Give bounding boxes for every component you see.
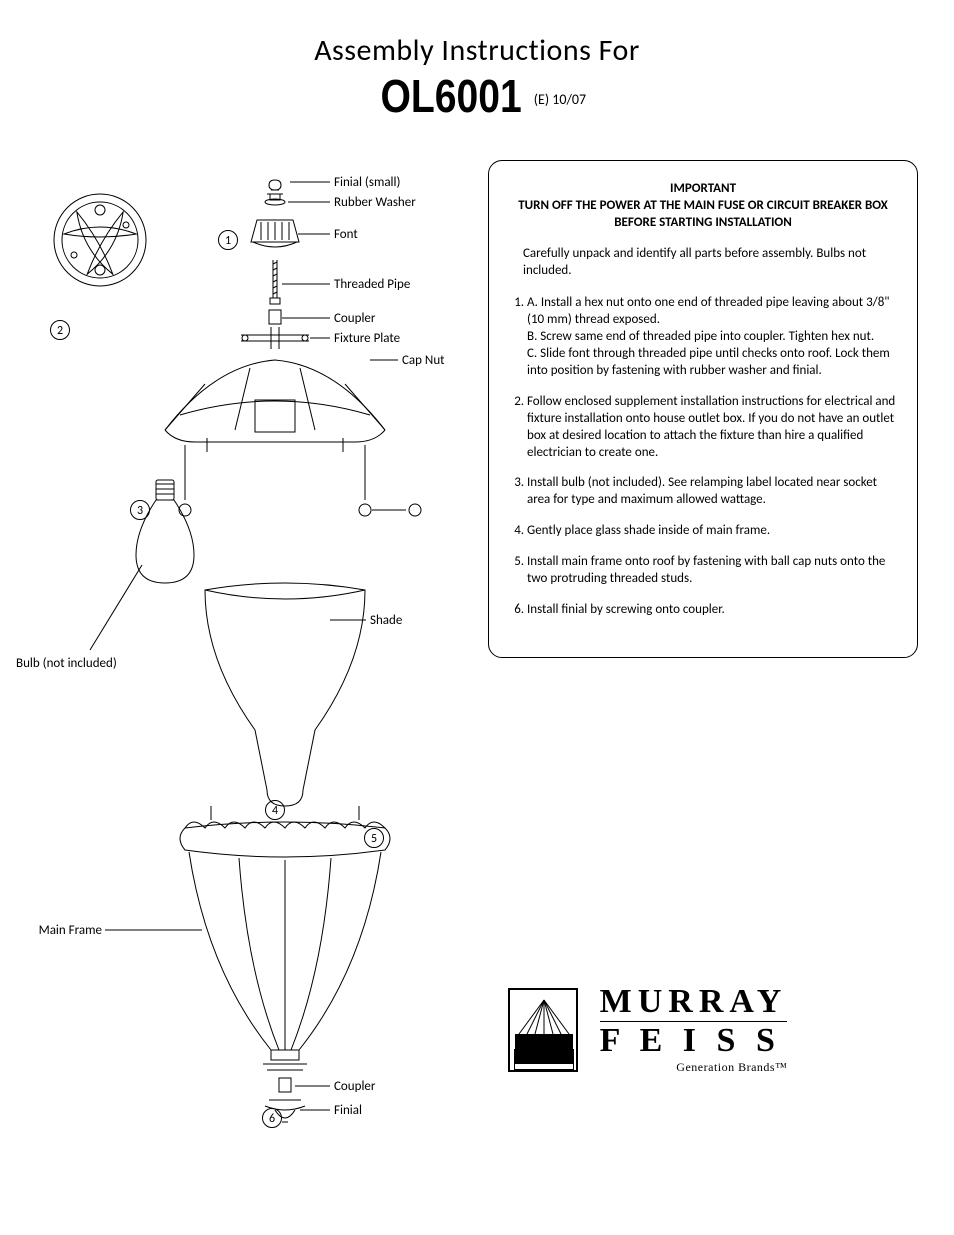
step-5: Install main frame onto roof by fastenin… (527, 554, 897, 588)
label-font: Font (334, 227, 358, 242)
step-6: Install finial by screwing onto coupler. (527, 602, 897, 619)
label-threaded-pipe: Threaded Pipe (334, 277, 410, 292)
header: Assembly Instructions For OL6001 (E) 10/… (0, 0, 954, 123)
diagram-column: 1 2 3 4 5 6 Finial (small) Rubber Washer… (30, 160, 460, 1160)
warn-text: TURN OFF THE POWER AT THE MAIN FUSE OR C… (509, 198, 897, 232)
logo-wordmark: MURRAY F E I S S Generation Brands™ (600, 985, 788, 1075)
pretitle: Assembly Instructions For (0, 32, 954, 69)
logo-tagline: Generation Brands™ (600, 1060, 788, 1075)
intro-text: Carefully unpack and identify all parts … (523, 246, 897, 280)
logo-line1: MURRAY (600, 985, 788, 1019)
step-1b: B. Screw same end of threaded pipe into … (527, 329, 897, 346)
logo-icon (515, 1049, 573, 1064)
label-fixture-plate: Fixture Plate (334, 331, 400, 346)
warning-block: IMPORTANT TURN OFF THE POWER AT THE MAIN… (509, 181, 897, 232)
warn-important: IMPORTANT (509, 181, 897, 198)
step-circle-1: 1 (218, 230, 238, 250)
step-1a: A. Install a hex nut onto one end of thr… (527, 295, 897, 329)
step-1c: C. Slide font through threaded pipe unti… (527, 346, 897, 380)
label-bulb: Bulb (not included) (16, 656, 117, 671)
brand-logo: MURRAY F E I S S Generation Brands™ (508, 985, 908, 1075)
revision: (E) 10/07 (534, 91, 586, 108)
page: Assembly Instructions For OL6001 (E) 10/… (0, 0, 954, 1235)
model-line: OL6001 (E) 10/07 (0, 69, 954, 123)
step-circle-5: 5 (364, 828, 384, 848)
step-3: Install bulb (not included). See relampi… (527, 475, 897, 509)
logo-mark (508, 988, 578, 1072)
step-circle-2: 2 (50, 320, 70, 340)
step-circle-3: 3 (130, 500, 150, 520)
logo-line2: F E I S S (600, 1024, 788, 1058)
label-coupler-bot: Coupler (334, 1079, 375, 1094)
label-rubber-washer: Rubber Washer (334, 195, 416, 210)
step-1: A. Install a hex nut onto one end of thr… (527, 295, 897, 379)
label-finial-small: Finial (small) (334, 175, 400, 190)
steps-list: A. Install a hex nut onto one end of thr… (509, 295, 897, 618)
label-shade: Shade (370, 613, 402, 628)
label-coupler-top: Coupler (334, 311, 375, 326)
label-cap-nut: Cap Nut (402, 353, 445, 368)
step-circle-6: 6 (262, 1108, 282, 1128)
label-finial-bot: Finial (334, 1103, 362, 1118)
step-2: Follow enclosed supplement installation … (527, 394, 897, 462)
model-number: OL6001 (380, 69, 521, 123)
step-4: Gently place glass shade inside of main … (527, 523, 897, 540)
instructions-box: IMPORTANT TURN OFF THE POWER AT THE MAIN… (488, 160, 918, 658)
label-main-frame: Main Frame (34, 923, 102, 938)
instructions-column: IMPORTANT TURN OFF THE POWER AT THE MAIN… (488, 160, 918, 658)
step-circle-4: 4 (265, 800, 285, 820)
